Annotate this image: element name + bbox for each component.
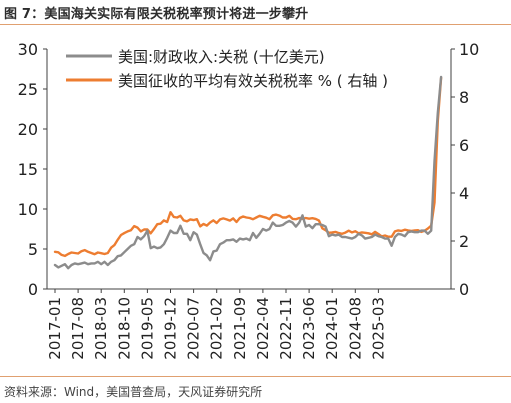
left-tick-label: 5 — [28, 240, 38, 259]
effective-rate-line — [53, 76, 443, 258]
right-tick-label: 4 — [459, 184, 469, 203]
source-divider — [0, 376, 511, 377]
left-tick-label: 0 — [28, 280, 38, 299]
x-tick-label: 2020-07 — [185, 297, 203, 360]
line-chart: 0 5 10 15 20 25 30 0 2 4 6 8 10 2017-01 2017-08 2018-… — [18, 40, 480, 360]
x-tick-label: 2022-11 — [277, 297, 295, 360]
x-tick-label: 2017-01 — [46, 297, 64, 360]
title-divider — [0, 24, 511, 25]
left-tick-label: 25 — [18, 80, 38, 99]
right-tick-label: 0 — [459, 280, 469, 299]
right-axis-ticks: 0 2 4 6 8 10 — [451, 40, 479, 299]
left-tick-label: 10 — [18, 200, 38, 219]
x-tick-label: 2025-03 — [369, 297, 387, 360]
x-tick-label: 2021-09 — [231, 297, 249, 360]
x-tick-label: 2022-04 — [254, 297, 272, 360]
x-tick-label: 2024-08 — [346, 297, 364, 360]
x-tick-label: 2019-05 — [138, 297, 156, 360]
legend-label-rate: 美国征收的平均有效关税税率 % ( 右轴 ) — [118, 72, 388, 90]
x-tick-label: 2018-03 — [92, 297, 110, 360]
x-tick-label: 2024-01 — [323, 297, 341, 360]
figure-source: 资料来源：Wind，美国普查局，天风证券研究所 — [4, 385, 263, 399]
x-tick-label: 2017-08 — [69, 297, 87, 360]
x-tick-label: 2023-06 — [300, 297, 318, 360]
tariff-revenue-line — [53, 75, 443, 270]
left-tick-label: 30 — [18, 40, 38, 59]
left-tick-label: 15 — [18, 160, 38, 179]
figure-title: 图 7：美国海关实际有限关税税率预计将进一步攀升 — [4, 7, 309, 22]
right-tick-label: 10 — [459, 40, 479, 59]
left-axis-ticks: 0 5 10 15 20 25 30 — [18, 40, 47, 299]
x-tick-label: 2018-10 — [115, 297, 133, 360]
right-tick-label: 6 — [459, 136, 469, 155]
right-tick-label: 8 — [459, 88, 469, 107]
x-tick-label: 2021-02 — [208, 297, 226, 360]
series-lines — [53, 75, 443, 270]
left-tick-label: 20 — [18, 120, 38, 139]
right-tick-label: 2 — [459, 232, 469, 251]
x-axis-ticks: 2017-01 2017-08 2018-03 2018-10 2019-05 2019-… — [46, 289, 387, 360]
x-tick-label: 2019-12 — [162, 297, 180, 360]
chart-legend: 美国:财政收入:关税 (十亿美元) 美国征收的平均有效关税税率 % ( 右轴 ) — [66, 48, 388, 90]
legend-label-tariff: 美国:财政收入:关税 (十亿美元) — [118, 48, 325, 66]
